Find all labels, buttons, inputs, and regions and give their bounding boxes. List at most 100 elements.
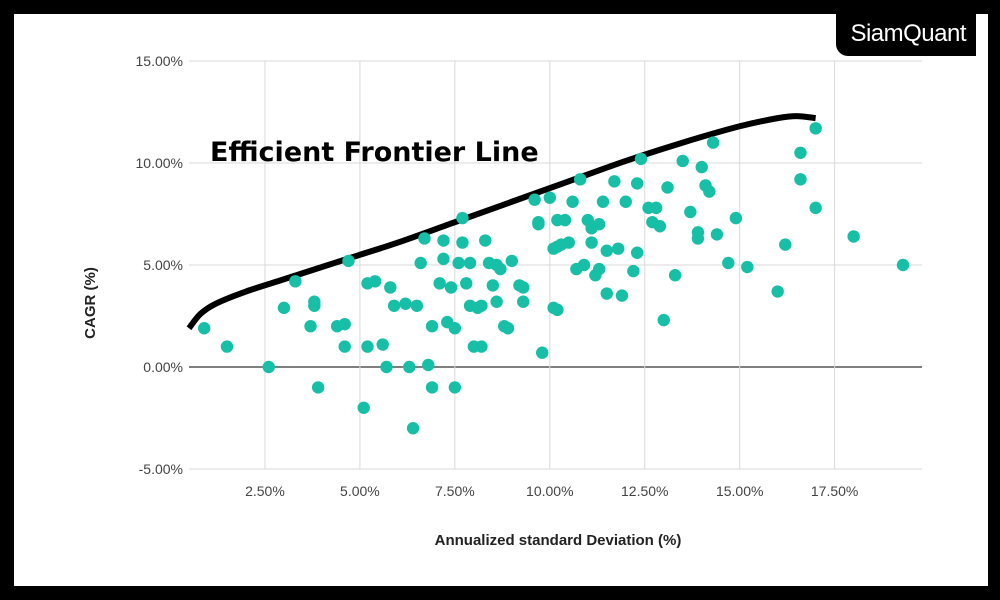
data-point — [551, 303, 564, 317]
data-point — [289, 275, 302, 288]
data-point — [380, 360, 393, 374]
data-point — [661, 181, 674, 194]
data-point — [562, 236, 575, 249]
data-point — [220, 340, 234, 353]
data-point — [649, 201, 663, 215]
brand-logo: SiamQuant — [836, 14, 976, 56]
data-point — [558, 213, 572, 227]
data-point — [418, 232, 431, 245]
data-point — [611, 242, 625, 255]
x-tick-label: 12.50% — [621, 483, 668, 499]
data-point — [425, 320, 439, 333]
data-point — [437, 234, 450, 247]
data-point — [585, 236, 598, 249]
y-axis-title: CAGR (%) — [82, 267, 99, 339]
data-point — [422, 358, 435, 372]
data-point — [771, 285, 784, 298]
data-point — [448, 322, 462, 335]
data-point — [695, 160, 708, 174]
data-point — [463, 256, 477, 270]
grid-lines — [189, 60, 922, 470]
data-point — [384, 281, 397, 294]
data-point — [197, 322, 211, 335]
x-tick-label: 5.00% — [340, 483, 380, 499]
data-point — [779, 238, 792, 251]
data-point — [399, 297, 412, 310]
data-point — [608, 175, 621, 188]
data-point — [403, 360, 416, 374]
data-point — [615, 289, 629, 302]
data-point — [741, 260, 754, 274]
y-tick-label: 5.00% — [143, 257, 183, 273]
data-point — [627, 264, 640, 278]
data-point — [433, 277, 446, 290]
data-point — [311, 381, 325, 394]
data-point — [596, 195, 610, 208]
y-tick-label: 0.00% — [143, 359, 183, 375]
data-point — [460, 277, 473, 290]
data-point — [479, 234, 492, 247]
data-point — [528, 193, 541, 206]
data-point — [437, 252, 450, 266]
data-point — [338, 340, 351, 353]
frontier-line-group — [186, 113, 817, 331]
data-point — [722, 256, 735, 270]
data-point — [387, 299, 401, 312]
data-point — [501, 322, 515, 335]
data-point — [592, 262, 606, 276]
data-point — [456, 236, 469, 249]
data-point — [657, 313, 670, 327]
data-point — [543, 191, 557, 204]
data-point — [592, 218, 606, 231]
data-point — [684, 205, 697, 219]
data-point — [262, 360, 275, 374]
data-point — [794, 173, 807, 186]
data-point — [277, 301, 291, 315]
y-tick-label: 10.00% — [136, 155, 183, 171]
data-point — [619, 195, 632, 208]
data-point — [630, 177, 644, 190]
data-point — [357, 401, 370, 414]
data-point — [517, 281, 530, 294]
y-tick-label: -5.00% — [139, 461, 183, 477]
data-point — [668, 269, 682, 282]
data-point — [304, 320, 317, 333]
data-point — [448, 381, 462, 394]
frontier-annotation: Efficient Frontier Line — [210, 137, 539, 168]
data-point — [630, 246, 644, 259]
data-point — [634, 152, 648, 166]
data-point — [794, 146, 807, 159]
data-point — [444, 281, 458, 294]
data-point — [809, 201, 822, 215]
data-point — [896, 258, 910, 272]
x-axis-title: Annualized standard Deviation (%) — [435, 532, 682, 549]
data-point — [475, 340, 488, 353]
data-point — [653, 220, 667, 233]
data-point — [475, 299, 488, 312]
x-tick-label: 15.00% — [716, 483, 763, 499]
data-point — [691, 232, 705, 245]
data-point — [536, 346, 549, 359]
data-point — [577, 258, 591, 272]
x-tick-label: 10.00% — [526, 483, 573, 499]
data-point — [847, 230, 860, 243]
data-point — [342, 254, 355, 268]
data-point — [494, 262, 507, 276]
data-point — [566, 195, 579, 208]
data-point — [676, 154, 689, 168]
data-point — [486, 279, 500, 292]
efficient-frontier-line — [186, 113, 817, 331]
y-tick-labels: -5.00% 0.00% 5.00% 10.00% 15.00% — [136, 53, 183, 477]
data-point — [410, 299, 424, 312]
data-point — [809, 122, 822, 135]
x-tick-label: 7.50% — [435, 483, 475, 499]
data-point — [600, 287, 613, 300]
chart-panel: 2.50% 5.00% 7.50% 10.00% 12.50% 15.00% 17.50% … — [14, 14, 988, 586]
data-point — [532, 218, 545, 231]
data-point — [517, 295, 530, 308]
data-point — [406, 422, 420, 435]
x-tick-label: 17.50% — [811, 483, 858, 499]
data-point — [376, 338, 389, 351]
data-point — [414, 256, 427, 270]
data-point — [505, 254, 519, 268]
